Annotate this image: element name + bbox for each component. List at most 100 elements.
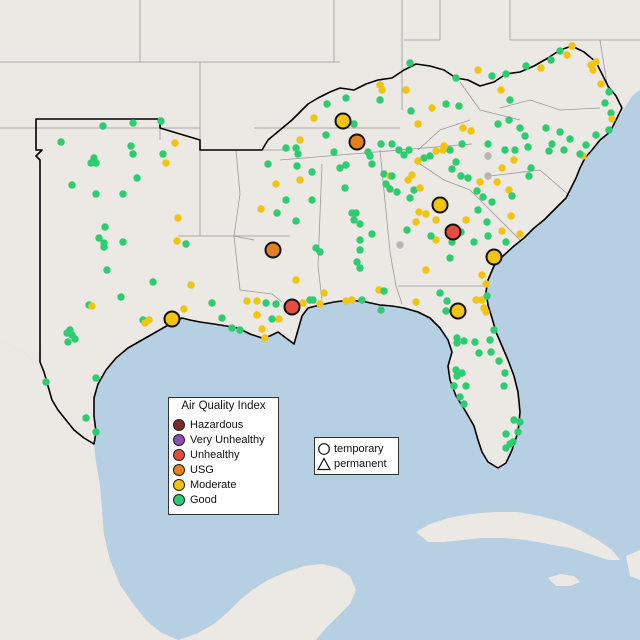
- monitor-dot: [405, 146, 413, 154]
- monitor-dot: [456, 393, 464, 401]
- monitor-dot: [592, 131, 600, 139]
- monitor-dot: [412, 218, 420, 226]
- monitor-dot: [258, 325, 266, 333]
- monitor-dot: [292, 217, 300, 225]
- monitor-dot: [462, 216, 470, 224]
- monitor-dot: [182, 240, 190, 248]
- monitor-dot: [63, 329, 71, 337]
- monitor-dot: [133, 174, 141, 182]
- monitor-dot: [320, 289, 328, 297]
- temporary-monitor-marker[interactable]: [283, 298, 301, 316]
- monitor-dot: [525, 172, 533, 180]
- monitor-dot: [500, 382, 508, 390]
- monitor-dot: [510, 156, 518, 164]
- monitor-dot: [548, 140, 556, 148]
- monitor-dot: [377, 306, 385, 314]
- monitor-dot: [95, 234, 103, 242]
- monitor-dot: [408, 171, 416, 179]
- monitor-dot: [376, 96, 384, 104]
- temporary-monitor-marker[interactable]: [431, 196, 449, 214]
- monitor-dot: [560, 146, 568, 154]
- monitor-dot: [358, 296, 366, 304]
- monitor-dot: [490, 326, 498, 334]
- monitor-dot: [497, 86, 505, 94]
- monitor-dot: [141, 319, 149, 327]
- monitor-dot: [149, 278, 157, 286]
- monitor-dot: [568, 42, 576, 50]
- monitor-dot: [563, 51, 571, 59]
- monitor-dot: [484, 152, 492, 160]
- temporary-monitor-marker[interactable]: [449, 302, 467, 320]
- monitor-dot: [483, 218, 491, 226]
- legend-item-very-unhealthy: Very Unhealthy: [169, 432, 278, 447]
- monitor-dot: [442, 307, 450, 315]
- temporary-monitor-marker[interactable]: [334, 112, 352, 130]
- temporary-monitor-marker[interactable]: [264, 241, 282, 259]
- temporary-monitor-marker[interactable]: [444, 223, 462, 241]
- monitor-dot: [476, 178, 484, 186]
- monitor-dot: [607, 109, 615, 117]
- monitor-dot: [127, 142, 135, 150]
- monitor-dot: [482, 280, 490, 288]
- monitor-dot: [71, 335, 79, 343]
- monitor-dot: [436, 289, 444, 297]
- monitor-dot: [452, 366, 460, 374]
- monitor-dot: [452, 74, 460, 82]
- monitor-dot: [473, 187, 481, 195]
- monitor-dot: [458, 369, 466, 377]
- land-hispaniola: [626, 550, 640, 580]
- monitor-dot: [460, 337, 468, 345]
- permanent-label: permanent: [334, 457, 387, 470]
- monitor-dot: [64, 338, 72, 346]
- monitor-dot: [350, 120, 358, 128]
- legend-title: Air Quality Index: [181, 400, 266, 412]
- temporary-label: temporary: [334, 442, 384, 455]
- monitor-dot: [157, 117, 165, 125]
- monitor-dot: [479, 193, 487, 201]
- monitor-dot: [482, 308, 490, 316]
- monitor-dot: [427, 232, 435, 240]
- monitor-dot: [478, 271, 486, 279]
- monitor-dot: [478, 296, 486, 304]
- monitor-dot: [103, 266, 111, 274]
- monitor-dot: [502, 70, 510, 78]
- monitor-dot: [275, 315, 283, 323]
- monitor-dot: [264, 160, 272, 168]
- hazardous-swatch: [173, 418, 185, 431]
- monitor-dot: [507, 212, 515, 220]
- monitor-dot: [608, 115, 616, 123]
- monitor-dot: [502, 444, 510, 452]
- monitor-dot: [82, 414, 90, 422]
- monitor-dot: [292, 144, 300, 152]
- triangle-icon: [317, 456, 331, 470]
- temporary-monitor-marker[interactable]: [163, 310, 181, 328]
- monitor-dot: [516, 124, 524, 132]
- monitor-dot: [262, 299, 270, 307]
- monitor-dot: [511, 146, 519, 154]
- monitor-dot: [462, 382, 470, 390]
- monitor-dot: [308, 196, 316, 204]
- monitor-dot: [448, 165, 456, 173]
- monitor-dot: [471, 338, 479, 346]
- monitor-dot: [467, 127, 475, 135]
- monitor-dot: [414, 157, 422, 165]
- monitor-dot: [292, 276, 300, 284]
- monitor-dot: [180, 305, 188, 313]
- monitor-dot: [495, 357, 503, 365]
- monitor-dot: [450, 382, 458, 390]
- monitor-dot: [218, 314, 226, 322]
- temporary-monitor-marker[interactable]: [485, 248, 503, 266]
- legend-item-unhealthy: Unhealthy: [169, 447, 278, 462]
- land-jamaica: [548, 574, 580, 586]
- monitor-dot: [368, 230, 376, 238]
- monitor-dot: [487, 348, 495, 356]
- temporary-monitor-marker[interactable]: [348, 133, 366, 151]
- monitor-dot: [342, 297, 350, 305]
- circle-icon: [318, 442, 330, 455]
- monitor-dot: [501, 369, 509, 377]
- monitor-dot: [547, 56, 555, 64]
- monitor-dot: [310, 114, 318, 122]
- monitor-dot: [407, 107, 415, 115]
- monitor-dot: [458, 140, 466, 148]
